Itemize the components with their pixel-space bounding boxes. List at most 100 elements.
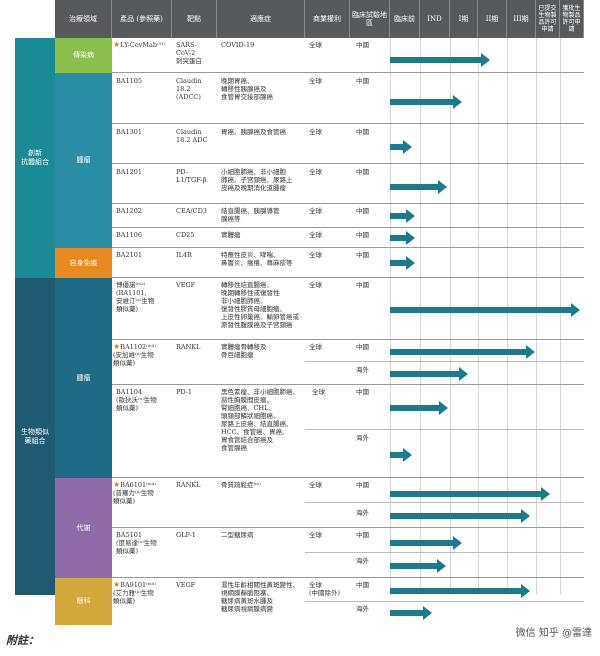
rights: 全球 — [312, 388, 325, 396]
area-autoimmune: 自身免疫 — [55, 248, 112, 278]
rights: 全球 — [309, 481, 322, 489]
region: 中國 — [356, 231, 369, 239]
target: CD25 — [176, 231, 195, 239]
product: ★BA6101⁽ᵐ⁴⁾ (普羅力⁽ᵃ⁾生物 類似藥) — [113, 480, 156, 506]
header-bla-submitted: 已提交生物製品許可申請 — [536, 0, 560, 38]
target: RANKL — [176, 481, 201, 489]
region: 中國 — [356, 77, 369, 85]
area-ophthalmology: 眼科 — [55, 578, 112, 625]
progress-arrow — [390, 559, 446, 573]
product-ly-covmab: ★LY-CovMab⁽¹¹⁾ — [113, 40, 166, 50]
region-overseas: 海外 — [356, 434, 369, 442]
progress-arrow — [390, 140, 412, 154]
region-overseas: 海外 — [356, 605, 369, 613]
rights: 全球 — [309, 281, 322, 289]
progress-arrow — [390, 345, 535, 359]
region: 中國 — [356, 581, 369, 589]
region: 中國 — [356, 251, 369, 259]
indication: 二型糖尿病 — [221, 531, 254, 539]
rights: 全球 — [309, 231, 322, 239]
target: GLP-1 — [176, 531, 196, 539]
progress-arrow — [390, 487, 550, 501]
watermark: 微信 知乎 @雷達 — [515, 628, 592, 639]
target: VEGF — [176, 281, 196, 289]
region: 中國 — [356, 531, 369, 539]
progress-arrow — [390, 584, 530, 598]
target: RANKL — [176, 343, 201, 351]
header-trial-region: 臨床試驗地區 — [350, 0, 390, 38]
area-oncology-innovative: 腫瘤 — [55, 73, 112, 248]
indication: 轉移性結直腸癌、 晚期轉移性或復發性 非小細胞肺癌、 復發性膠質母細胞瘤、 上皮… — [221, 281, 299, 329]
progress-arrow — [390, 303, 580, 317]
product: BA2101 — [116, 251, 143, 259]
region: 中國 — [356, 168, 369, 176]
header-bla-approved: 獲批生物製品許可申請 — [560, 0, 584, 38]
indication: 骨質疏鬆症⁽ᵐ⁾ — [221, 481, 261, 489]
product: BA1106 — [116, 231, 143, 239]
region: 中國 — [356, 388, 369, 396]
region-overseas: 海外 — [356, 366, 369, 374]
footnote: 附註： — [6, 634, 39, 647]
indication: 濕性年齡相關性黃斑變性、 視網膜靜脈阻塞、 糖尿病黃斑水腫及 糖尿病視網膜病變 — [221, 581, 299, 613]
rights: 全球 — [309, 343, 322, 351]
product: ★BA9101⁽ᵐ⁵⁾ (艾力雅⁽ᵃ⁾生物 類似藥) — [113, 580, 156, 606]
header-target: 靶點 — [172, 0, 217, 38]
product: BA1104 (歐狄沃⁽ᵃ⁾生物 類似藥) — [116, 388, 157, 412]
indication: 特應性皮炎、哮喘、 鼻竇炎、瘙癢、蕁麻疹等 — [221, 251, 293, 267]
area-oncology-biosimilar: 腫瘤 — [55, 278, 112, 478]
indication: 胃癌、胰腺癌及食管癌 — [221, 128, 286, 136]
product: 博優諾⁽ᵐ²⁾ (BA1101, 安維汀⁽ᵃ⁾生物 類似藥) — [116, 281, 155, 313]
rights: 全球 — [309, 128, 322, 136]
target: VEGF — [176, 581, 196, 589]
indication: 結直腸癌、胰腺導管 腺癌等 — [221, 207, 280, 223]
target: PD- L1/TGF-β — [176, 168, 207, 184]
header-phase1: I期 — [450, 0, 478, 38]
progress-arrow — [390, 180, 447, 194]
progress-arrow — [390, 95, 462, 109]
header-product: 產品 (參照藥) — [112, 0, 172, 38]
target: Claudin 18.2 (ADCC) — [176, 77, 202, 101]
rights: 全球 — [309, 207, 322, 215]
category-biosimilar: 生物類似 藥組合 — [15, 278, 55, 595]
header-indication: 適應症 — [217, 0, 305, 38]
area-metabolic: 代謝 — [55, 478, 112, 578]
region-overseas: 海外 — [356, 557, 369, 565]
header-phase2: II期 — [478, 0, 507, 38]
target: SARS- CoV-2 刺突蛋白 — [176, 41, 202, 65]
product: BA1301 — [116, 128, 143, 136]
target: IL4R — [176, 251, 192, 259]
rights: 全球 (中國除外) — [309, 581, 341, 597]
rights: 全球 — [309, 41, 322, 49]
progress-arrow — [390, 536, 462, 550]
header-therapeutic-area: 治療領域 — [55, 0, 112, 38]
progress-arrow — [390, 53, 490, 67]
indication: 黑色素瘤、非小細胞肺癌、 惡性胸膜間皮瘤、 腎細胞癌、CHL、 頭頸部鱗狀細胞癌… — [221, 388, 299, 452]
progress-arrow — [390, 509, 530, 523]
target: Claudin 18.2 ADC — [176, 128, 208, 144]
region: 中國 — [356, 343, 369, 351]
progress-arrow — [390, 448, 412, 462]
rights: 全球 — [309, 168, 322, 176]
header-phase3: III期 — [507, 0, 536, 38]
rights: 全球 — [309, 531, 322, 539]
rights: 全球 — [309, 77, 322, 85]
product: BA5101 (度易達⁽ᵃ⁾生物 類似藥) — [116, 531, 157, 555]
indication: 小細胞肺癌、非小細胞 肺癌、子宮頸癌、尿路上 皮癌及晚期消化道腫瘤 — [221, 168, 293, 192]
header-ind: IND — [420, 0, 450, 38]
target: PD-1 — [176, 388, 193, 396]
star-icon: ★ — [113, 40, 121, 49]
region: 中國 — [356, 41, 369, 49]
indication: 實體瘤骨轉移及 骨巨細胞瘤 — [221, 343, 267, 359]
product: BA1202 — [116, 207, 143, 215]
progress-arrow — [390, 367, 468, 381]
product: BA1105 — [116, 77, 143, 85]
indication: 晚期胃癌、 轉移性胰腺癌及 食管胃交接部腺癌 — [221, 77, 273, 101]
star-icon: ★ — [113, 580, 121, 589]
progress-arrow — [390, 231, 415, 245]
target: CEA/CD3 — [176, 207, 207, 215]
star-icon: ★ — [113, 342, 121, 351]
progress-arrow — [390, 209, 415, 223]
progress-arrow — [390, 401, 448, 415]
star-icon: ★ — [113, 480, 121, 489]
area-infectious-disease: 傳染病 — [55, 38, 112, 73]
